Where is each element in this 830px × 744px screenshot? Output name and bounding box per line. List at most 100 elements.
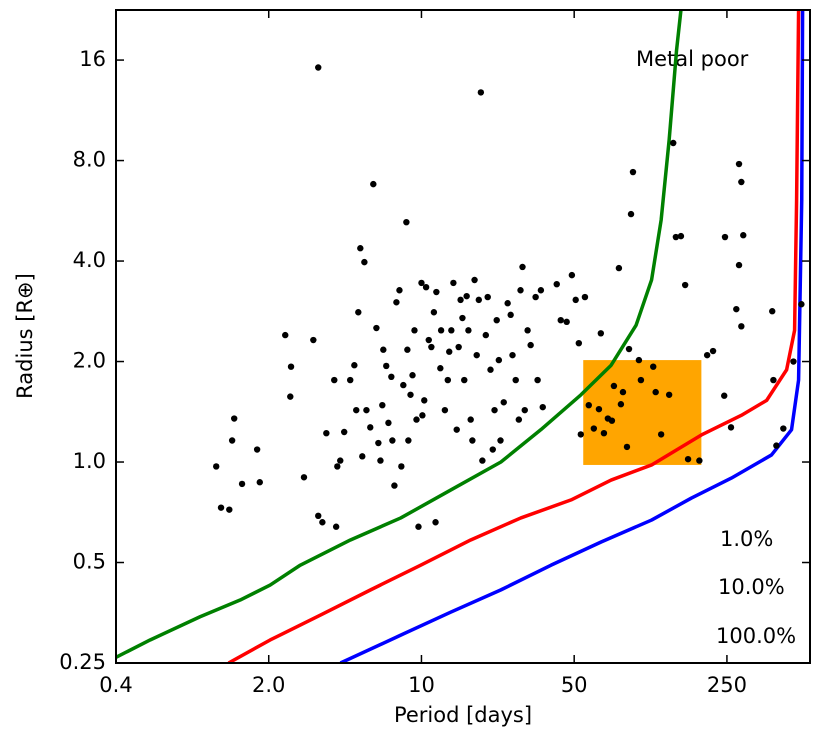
data-point bbox=[465, 327, 472, 334]
data-point bbox=[637, 376, 645, 384]
data-point bbox=[489, 446, 496, 453]
data-point bbox=[467, 416, 474, 423]
data-point bbox=[253, 446, 261, 453]
data-point bbox=[627, 210, 635, 218]
annotation: Metal poor bbox=[636, 47, 749, 71]
data-point bbox=[448, 327, 455, 334]
data-point bbox=[572, 296, 579, 304]
data-point bbox=[521, 406, 528, 414]
data-point bbox=[600, 429, 608, 437]
data-point bbox=[709, 347, 717, 355]
data-point bbox=[527, 341, 534, 349]
data-point bbox=[517, 287, 524, 294]
data-point bbox=[469, 437, 476, 444]
x-tick-label: 250 bbox=[707, 673, 747, 697]
data-point bbox=[770, 376, 777, 384]
threshold-line bbox=[339, 10, 805, 663]
data-point bbox=[370, 180, 377, 188]
data-point bbox=[404, 346, 411, 353]
data-point bbox=[733, 305, 740, 313]
data-point bbox=[487, 366, 494, 373]
data-point bbox=[497, 437, 504, 444]
data-point bbox=[213, 463, 220, 470]
data-point bbox=[738, 323, 745, 330]
data-point bbox=[437, 365, 444, 372]
data-point bbox=[493, 316, 500, 324]
data-point bbox=[379, 401, 386, 409]
data-point bbox=[696, 457, 703, 464]
data-point bbox=[300, 474, 308, 481]
data-point bbox=[798, 301, 805, 308]
data-point bbox=[315, 64, 322, 71]
data-point bbox=[377, 457, 384, 464]
data-point bbox=[504, 300, 511, 307]
plot-area bbox=[116, 10, 805, 663]
data-point bbox=[677, 232, 685, 240]
data-point bbox=[461, 376, 468, 384]
data-point bbox=[738, 178, 745, 186]
line-label: 1.0% bbox=[720, 527, 773, 551]
data-point bbox=[681, 281, 689, 289]
data-point bbox=[471, 276, 478, 284]
data-point bbox=[226, 506, 233, 513]
data-point bbox=[459, 314, 466, 322]
data-point bbox=[238, 480, 246, 488]
data-point bbox=[619, 388, 627, 396]
data-point bbox=[512, 376, 519, 384]
y-tick-label: 1.0 bbox=[73, 449, 106, 473]
data-point bbox=[231, 415, 238, 422]
data-point bbox=[575, 339, 583, 347]
data-point bbox=[652, 388, 659, 396]
data-point bbox=[415, 523, 422, 530]
data-point bbox=[615, 264, 623, 272]
data-point bbox=[495, 356, 503, 364]
data-point bbox=[617, 401, 625, 408]
data-point bbox=[672, 233, 680, 241]
data-point bbox=[413, 416, 420, 423]
data-point bbox=[433, 288, 440, 296]
data-point bbox=[351, 362, 358, 369]
data-point bbox=[670, 139, 677, 147]
data-point bbox=[475, 296, 483, 304]
data-point bbox=[444, 376, 452, 384]
data-point bbox=[355, 309, 362, 316]
data-point bbox=[773, 442, 780, 449]
data-point bbox=[515, 416, 523, 423]
data-point bbox=[393, 299, 400, 306]
data-point bbox=[608, 417, 616, 424]
data-point bbox=[629, 168, 637, 176]
data-point bbox=[228, 437, 236, 444]
data-point bbox=[315, 512, 322, 520]
data-point bbox=[340, 428, 348, 436]
data-point bbox=[524, 327, 531, 334]
data-point bbox=[359, 453, 366, 460]
data-point bbox=[432, 519, 439, 526]
data-point bbox=[332, 523, 340, 530]
data-point bbox=[453, 426, 460, 433]
data-point bbox=[391, 482, 398, 489]
y-axis-label: Radius [R⊕] bbox=[13, 273, 37, 399]
x-tick-label: 2.0 bbox=[252, 673, 285, 697]
data-point bbox=[385, 419, 392, 427]
x-axis-label: Period [days] bbox=[394, 703, 532, 727]
data-point bbox=[727, 424, 735, 431]
data-point bbox=[780, 425, 787, 432]
data-point bbox=[703, 351, 711, 359]
data-point bbox=[282, 331, 289, 339]
data-point bbox=[635, 356, 643, 364]
data-point bbox=[361, 258, 368, 266]
data-point bbox=[650, 363, 657, 370]
y-tick-label: 0.5 bbox=[73, 550, 106, 574]
data-point bbox=[422, 283, 430, 291]
data-point bbox=[665, 391, 673, 398]
data-point bbox=[457, 296, 464, 304]
data-point bbox=[383, 362, 390, 370]
data-point bbox=[310, 336, 317, 344]
data-point bbox=[353, 406, 360, 414]
data-point bbox=[625, 345, 633, 353]
data-point bbox=[623, 443, 631, 451]
data-point bbox=[721, 392, 728, 399]
data-point bbox=[409, 372, 416, 379]
data-point bbox=[418, 279, 425, 287]
data-point bbox=[437, 327, 445, 334]
